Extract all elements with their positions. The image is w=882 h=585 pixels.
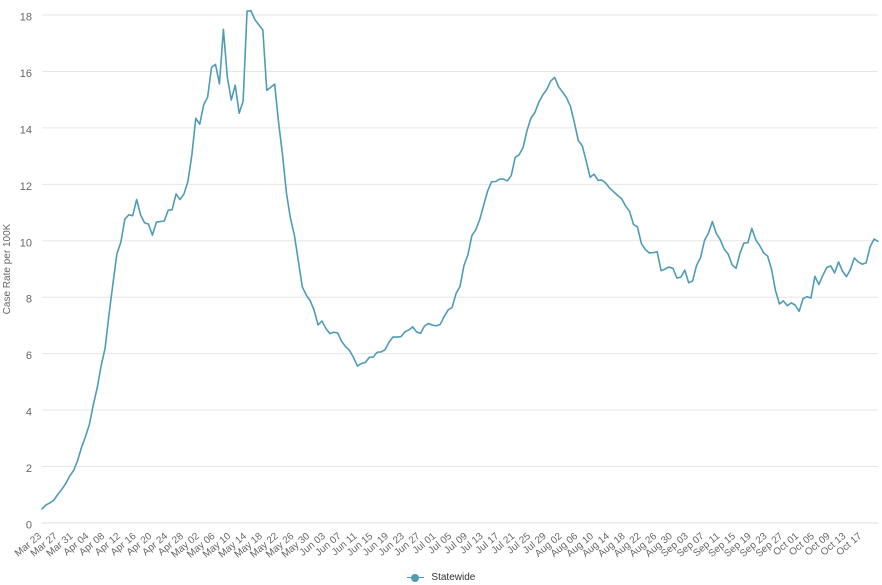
svg-text:14: 14 — [20, 124, 32, 136]
svg-text:8: 8 — [26, 294, 32, 306]
svg-text:16: 16 — [20, 68, 32, 80]
svg-text:6: 6 — [26, 350, 32, 362]
svg-text:4: 4 — [26, 407, 32, 419]
svg-text:18: 18 — [20, 12, 32, 24]
svg-text:Case Rate per 100K: Case Rate per 100K — [2, 223, 13, 314]
svg-text:10: 10 — [20, 237, 32, 249]
svg-text:2: 2 — [26, 463, 32, 475]
svg-text:0: 0 — [26, 520, 32, 532]
svg-text:12: 12 — [20, 181, 32, 193]
